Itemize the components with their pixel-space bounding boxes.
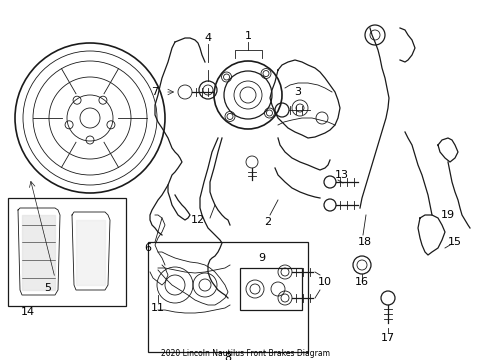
Text: 6: 6 bbox=[145, 243, 151, 253]
Text: 1: 1 bbox=[245, 31, 251, 41]
Text: 10: 10 bbox=[318, 277, 332, 287]
Text: 11: 11 bbox=[151, 303, 165, 313]
Bar bbox=[8, 198, 126, 306]
Text: 3: 3 bbox=[294, 87, 301, 97]
Text: 12: 12 bbox=[191, 215, 205, 225]
Text: 14: 14 bbox=[21, 307, 35, 317]
Bar bbox=[240, 268, 302, 310]
Text: 2020 Lincoln Nautilus Front Brakes Diagram: 2020 Lincoln Nautilus Front Brakes Diagr… bbox=[161, 350, 329, 359]
Text: 18: 18 bbox=[358, 237, 372, 247]
Text: 19: 19 bbox=[441, 210, 455, 220]
Text: 9: 9 bbox=[258, 253, 266, 263]
Text: 7: 7 bbox=[151, 87, 159, 97]
Text: 17: 17 bbox=[381, 333, 395, 343]
Text: 4: 4 bbox=[204, 33, 212, 43]
Text: 5: 5 bbox=[45, 283, 51, 293]
Text: 13: 13 bbox=[335, 170, 349, 180]
Text: 2: 2 bbox=[265, 217, 271, 227]
Text: 8: 8 bbox=[224, 353, 232, 360]
Text: 16: 16 bbox=[355, 277, 369, 287]
Text: 15: 15 bbox=[448, 237, 462, 247]
Bar bbox=[148, 242, 308, 352]
